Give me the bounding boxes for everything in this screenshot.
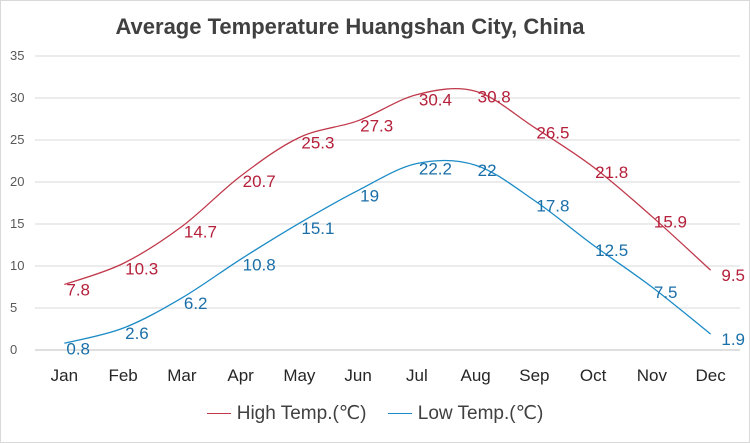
data-label-low: 10.8	[243, 255, 276, 274]
legend-item-low: Low Temp.(℃)	[387, 402, 544, 425]
x-tick-label: Feb	[108, 366, 137, 385]
data-label-high: 20.7	[243, 172, 276, 191]
data-label-high: 30.8	[478, 87, 511, 106]
data-label-low: 2.6	[125, 324, 149, 343]
x-axis-ticks: Jan Feb Mar Apr May Jun Jul Aug Sep Oct Nov Dec	[51, 366, 727, 385]
x-tick-label: Dec	[696, 366, 727, 385]
x-tick-label: Jul	[406, 366, 428, 385]
legend-item-high: High Temp.(℃)	[206, 402, 367, 425]
chart-title: Average Temperature Huangshan City, Chin…	[115, 14, 585, 39]
x-tick-label: Apr	[227, 366, 254, 385]
y-tick-label: 0	[10, 342, 17, 357]
data-label-high: 30.4	[419, 91, 452, 110]
data-label-low: 6.2	[184, 294, 208, 313]
x-tick-label: Nov	[637, 366, 668, 385]
data-label-high: 25.3	[301, 133, 334, 152]
data-label-low: 22.2	[419, 160, 452, 179]
data-label-high: 9.5	[721, 266, 745, 285]
data-labels: 7.8 10.3 14.7 20.7 25.3 27.3 30.4 30.8 26.5 21.8 1…	[66, 87, 745, 358]
y-tick-label: 20	[10, 174, 24, 189]
y-tick-label: 35	[10, 48, 24, 63]
gridlines	[35, 55, 740, 351]
data-label-low: 15.1	[301, 219, 334, 238]
x-tick-label: Jan	[51, 366, 78, 385]
legend-swatch-high	[206, 413, 231, 415]
data-label-low: 19	[360, 186, 379, 205]
y-tick-label: 25	[10, 132, 24, 147]
data-label-high: 14.7	[184, 223, 217, 242]
data-label-low: 0.8	[66, 339, 90, 358]
legend-label-low: Low Temp.(℃)	[417, 403, 544, 424]
series-line-low	[64, 159, 712, 344]
data-label-high: 7.8	[66, 280, 90, 299]
data-label-high: 15.9	[654, 212, 687, 231]
x-tick-label: Mar	[167, 366, 197, 385]
data-label-low: 17.8	[536, 196, 569, 215]
legend-swatch-low	[387, 413, 412, 415]
y-tick-label: 10	[10, 258, 24, 273]
y-tick-label: 15	[10, 216, 24, 231]
x-tick-label: Aug	[461, 366, 491, 385]
y-axis-ticks: 0 5 10 15 20 25 30 35	[10, 48, 24, 357]
data-label-low: 22	[478, 161, 497, 180]
legend: High Temp.(℃) Low Temp.(℃)	[0, 402, 750, 425]
series-line-high	[64, 88, 712, 286]
data-label-low: 12.5	[595, 241, 628, 260]
legend-label-high: High Temp.(℃)	[236, 403, 367, 424]
data-label-low: 7.5	[654, 283, 678, 302]
y-tick-label: 5	[10, 300, 17, 315]
data-label-high: 10.3	[125, 259, 158, 278]
x-tick-label: Sep	[519, 366, 549, 385]
x-tick-label: Oct	[580, 366, 607, 385]
data-label-high: 21.8	[595, 163, 628, 182]
data-label-low: 1.9	[721, 330, 745, 349]
y-tick-label: 30	[10, 90, 24, 105]
x-tick-label: Jun	[344, 366, 371, 385]
x-tick-label: May	[283, 366, 316, 385]
series-lines	[64, 88, 712, 344]
data-label-high: 26.5	[536, 123, 569, 142]
data-label-high: 27.3	[360, 117, 393, 136]
